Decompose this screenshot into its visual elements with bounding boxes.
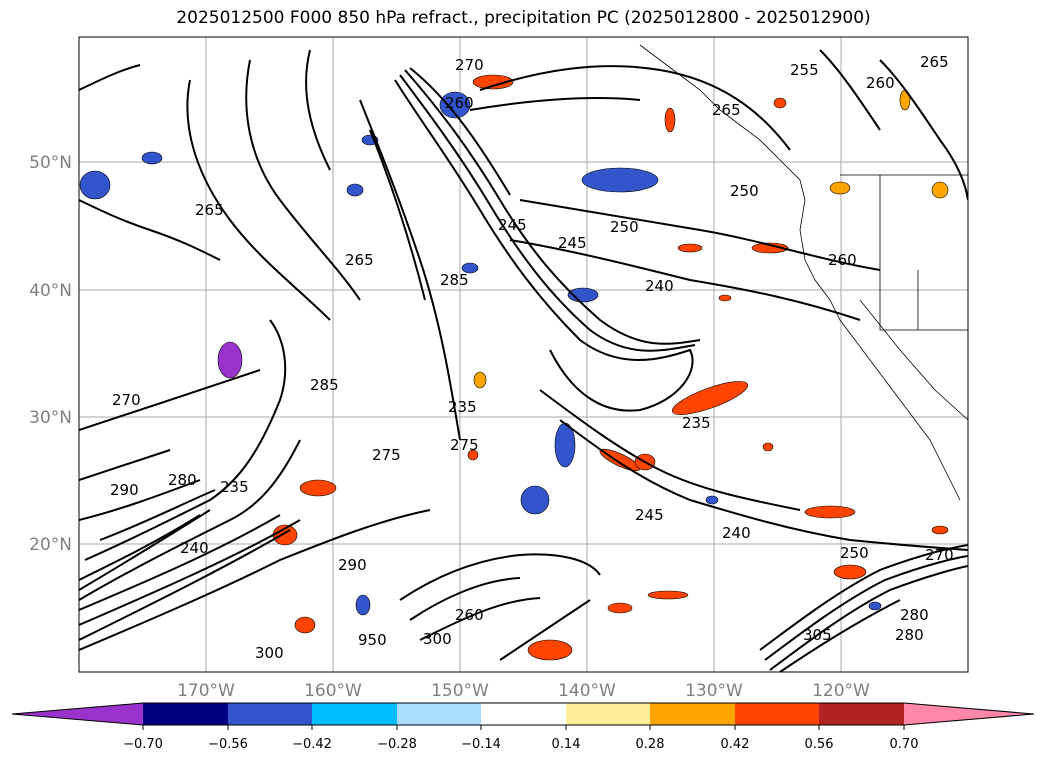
lat-label-40n: 40°N <box>29 281 72 301</box>
contour-label: 280 <box>895 626 924 644</box>
colorbar-tick-label: 0.28 <box>636 737 665 752</box>
colorbar-segment <box>312 703 397 725</box>
contour-label: 280 <box>900 606 929 624</box>
lon-label-150w: 150°W <box>431 681 489 701</box>
map-plot-area: 270 260 265 255 260 265 250 245 245 250 … <box>79 37 968 672</box>
contour-label: 950 <box>358 631 387 649</box>
lat-label-20n: 20°N <box>29 535 72 555</box>
contour-label: 265 <box>920 53 949 71</box>
colorbar-segment <box>397 703 481 725</box>
contour-label: 235 <box>220 478 249 496</box>
latitude-labels: 50°N 40°N 30°N 20°N <box>29 153 72 555</box>
precip-patches <box>79 74 949 661</box>
longitude-labels: 170°W 160°W 150°W 140°W 130°W 120°W <box>177 681 870 701</box>
colorbar-tick-label: 0.70 <box>890 737 919 752</box>
contour-label: 235 <box>448 398 477 416</box>
contour-label: 290 <box>338 556 367 574</box>
coastlines <box>639 44 968 501</box>
colorbar-extend-high <box>904 703 1034 725</box>
contour-label: 275 <box>450 436 479 454</box>
contour-label: 285 <box>310 376 339 394</box>
contour-label: 260 <box>445 94 474 112</box>
contour-label: 245 <box>635 506 664 524</box>
contour-label: 305 <box>803 626 832 644</box>
colorbar-tick-label: 0.56 <box>805 737 834 752</box>
contour-label: 270 <box>112 391 141 409</box>
contour-label: 250 <box>730 182 759 200</box>
colorbar-segment <box>566 703 650 725</box>
lon-label-140w: 140°W <box>558 681 616 701</box>
contour-label: 260 <box>866 74 895 92</box>
colorbar-tick-label: −0.14 <box>461 737 501 752</box>
colorbar-segment <box>143 703 228 725</box>
colorbar-tick-label: −0.70 <box>123 737 163 752</box>
lat-label-50n: 50°N <box>29 153 72 173</box>
contour-label: 290 <box>110 481 139 499</box>
contour-label: 270 <box>925 546 954 564</box>
lon-label-160w: 160°W <box>304 681 362 701</box>
map-title: 2025012500 F000 850 hPa refract., precip… <box>176 8 871 28</box>
contour-label: 270 <box>455 56 484 74</box>
contour-label: 245 <box>498 216 527 234</box>
colorbar-tick-label: −0.28 <box>377 737 417 752</box>
contour-label: 250 <box>840 544 869 562</box>
contour-label: 240 <box>722 524 751 542</box>
contour-label: 250 <box>610 218 639 236</box>
colorbar-segment <box>228 703 312 725</box>
colorbar-segment <box>819 703 904 725</box>
lon-label-170w: 170°W <box>177 681 235 701</box>
colorbar-segment <box>650 703 735 725</box>
colorbar: −0.70 −0.56 −0.42 −0.28 −0.14 0.14 0.28 … <box>11 702 1035 752</box>
map-frame <box>78 36 969 673</box>
colorbar-tick-label: 0.14 <box>552 737 581 752</box>
lon-label-130w: 130°W <box>685 681 743 701</box>
contour-label: 240 <box>645 277 674 295</box>
contour-label: 300 <box>255 644 284 662</box>
contour-labels: 270 260 265 255 260 265 250 245 245 250 … <box>110 53 954 662</box>
colorbar-tick-label: 0.42 <box>721 737 750 752</box>
map-background <box>79 37 968 672</box>
contour-label: 285 <box>440 271 469 289</box>
contour-label: 235 <box>682 414 711 432</box>
contour-label: 240 <box>180 539 209 557</box>
contour-label: 275 <box>372 446 401 464</box>
colorbar-ticks <box>142 725 905 730</box>
colorbar-extend-low <box>12 703 143 725</box>
contour-label: 265 <box>195 201 224 219</box>
contour-label: 265 <box>712 101 741 119</box>
contour-label: 245 <box>558 234 587 252</box>
contour-label: 280 <box>168 471 197 489</box>
contour-label: 265 <box>345 251 374 269</box>
colorbar-segment <box>735 703 819 725</box>
lat-label-30n: 30°N <box>29 408 72 428</box>
grid-lines <box>79 37 968 672</box>
contour-label: 255 <box>790 61 819 79</box>
colorbar-segment <box>481 703 566 725</box>
contour-label: 300 <box>423 630 452 648</box>
lon-label-120w: 120°W <box>812 681 870 701</box>
refractivity-contours <box>79 49 968 672</box>
colorbar-tick-label: −0.56 <box>208 737 248 752</box>
contour-label: 260 <box>455 606 484 624</box>
contour-label: 260 <box>828 251 857 269</box>
colorbar-tick-label: −0.42 <box>292 737 332 752</box>
